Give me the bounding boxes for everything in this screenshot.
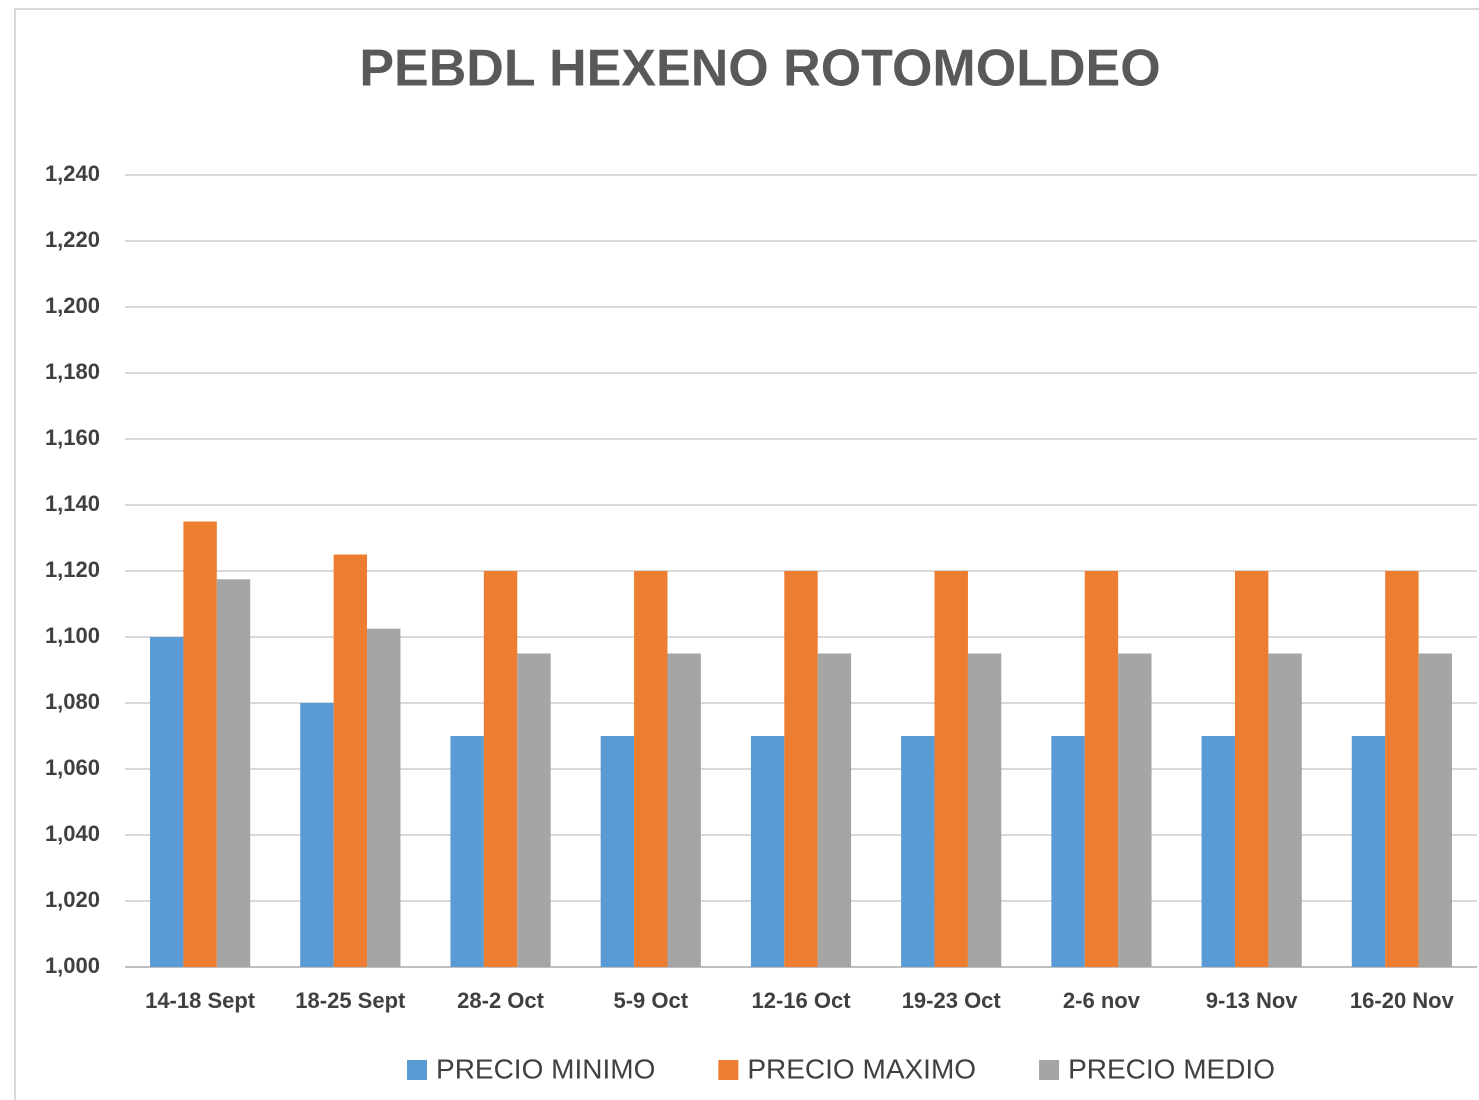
y-tick-label: 1,040 (45, 821, 100, 846)
bar (1268, 653, 1302, 967)
bar (634, 571, 668, 967)
y-tick-label: 1,160 (45, 425, 100, 450)
y-tick-label: 1,140 (45, 491, 100, 516)
y-tick-label: 1,020 (45, 887, 100, 912)
bar (150, 637, 184, 967)
bar (967, 653, 1002, 967)
x-tick-label: 14-18 Sept (145, 988, 256, 1013)
bar (300, 703, 334, 967)
bar (483, 571, 518, 967)
bar (1234, 571, 1269, 967)
bar (183, 521, 217, 967)
bar (333, 554, 368, 967)
legend-swatch (718, 1060, 739, 1080)
y-tick-label: 1,060 (45, 755, 100, 780)
y-tick-label: 1,240 (45, 161, 100, 186)
bar (1118, 653, 1152, 967)
legend-swatch (407, 1060, 428, 1080)
y-tick-label: 1,100 (45, 623, 100, 648)
bar (784, 571, 818, 967)
y-tick-label: 1,220 (45, 227, 100, 252)
x-tick-label: 19-23 Oct (902, 988, 1002, 1013)
bar (450, 736, 484, 967)
legend-swatch (1039, 1060, 1060, 1080)
y-tick-label: 1,080 (45, 689, 100, 714)
bar (600, 736, 635, 967)
x-tick-label: 2-6 nov (1063, 988, 1141, 1013)
y-tick-label: 1,000 (45, 953, 100, 978)
bar (1084, 571, 1119, 967)
legend-label: PRECIO MEDIO (1068, 1053, 1275, 1084)
bar (1418, 653, 1452, 967)
bar (367, 628, 401, 967)
legend-label: PRECIO MAXIMO (747, 1053, 976, 1084)
x-tick-label: 18-25 Sept (295, 988, 406, 1013)
bar (517, 653, 551, 967)
x-tick-label: 16-20 Nov (1350, 988, 1455, 1013)
y-tick-label: 1,180 (45, 359, 100, 384)
bar (934, 571, 968, 967)
bar (1051, 736, 1085, 967)
bar (901, 736, 935, 967)
x-tick-label: 9-13 Nov (1206, 988, 1298, 1013)
legend-label: PRECIO MINIMO (436, 1053, 655, 1084)
bar (216, 579, 251, 967)
x-tick-label: 5-9 Oct (613, 988, 688, 1013)
x-tick-label: 12-16 Oct (751, 988, 851, 1013)
bar (750, 736, 785, 967)
chart-title: PEBDL HEXENO ROTOMOLDEO (359, 40, 1160, 98)
bar (1201, 736, 1235, 967)
y-tick-label: 1,200 (45, 293, 100, 318)
y-tick-label: 1,120 (45, 557, 100, 582)
bar (1351, 736, 1386, 967)
bar (817, 653, 852, 967)
bar (1385, 571, 1419, 967)
x-tick-label: 28-2 Oct (457, 988, 544, 1013)
bar (667, 653, 701, 967)
